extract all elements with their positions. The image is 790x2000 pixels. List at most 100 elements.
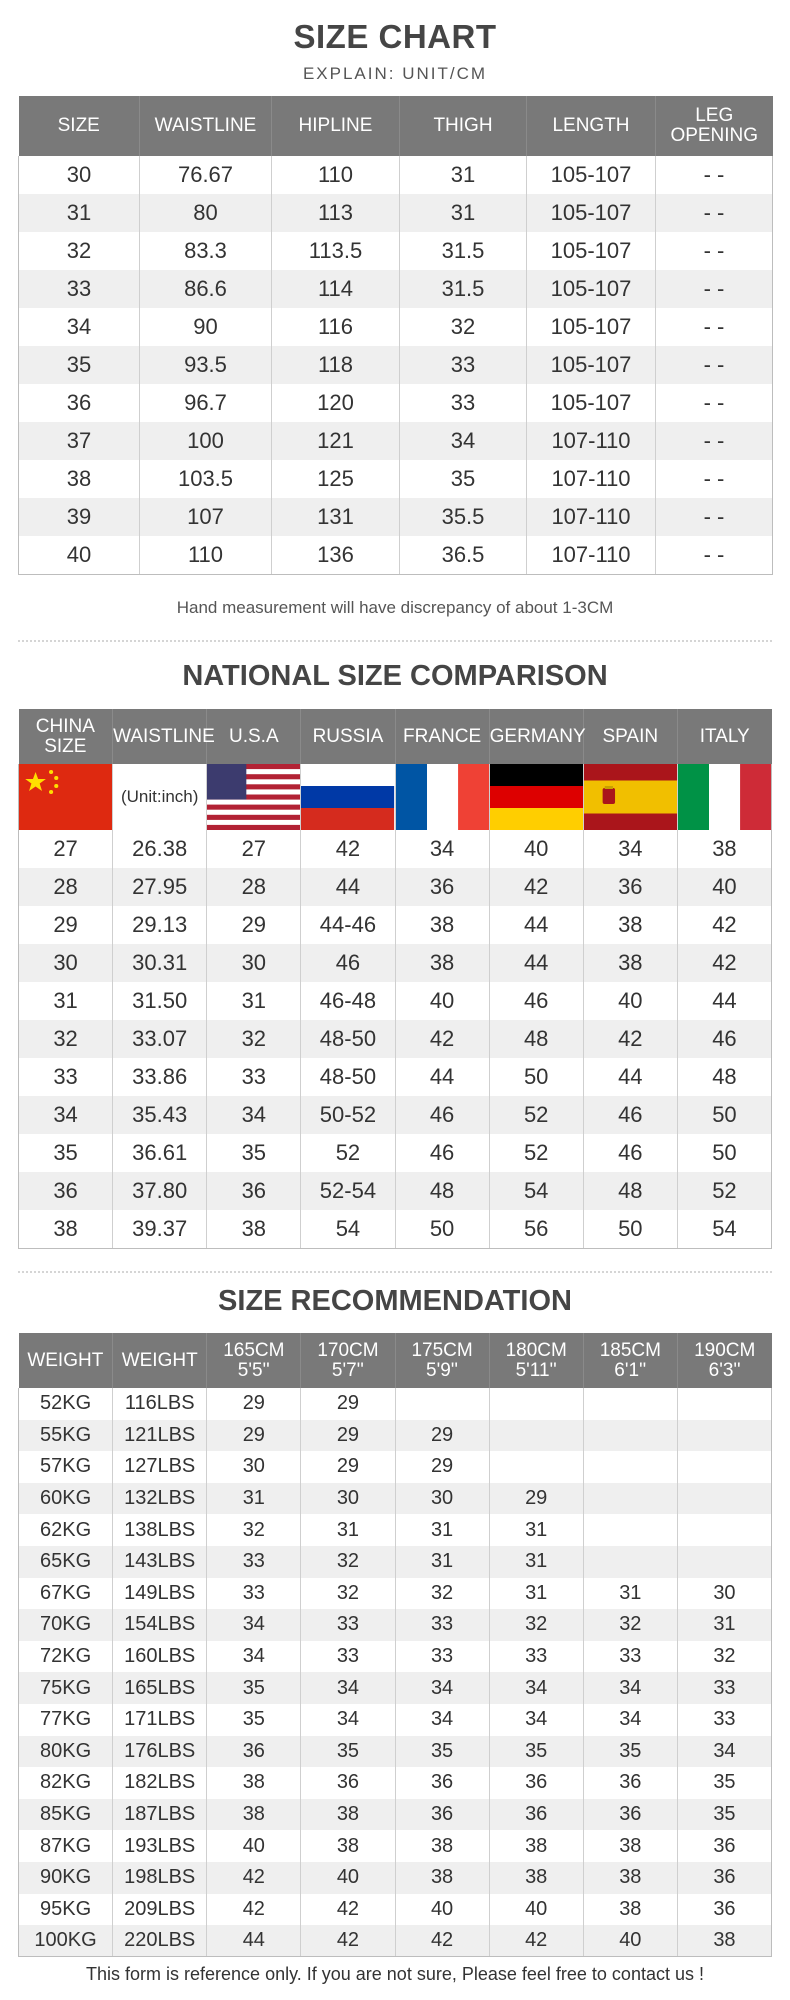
table-cell: 39.37 [112, 1210, 207, 1249]
table-cell: 39 [18, 498, 140, 536]
table-row: 57KG 127LBS 30 29 29 [17, 1451, 773, 1483]
column-header-line: WEIGHT [121, 1349, 198, 1371]
table-cell: 29 [300, 1419, 395, 1452]
france-flag-icon [394, 764, 490, 830]
table-cell: 35 [582, 1735, 678, 1768]
column-header: SPAIN [582, 709, 678, 764]
table-cell: 35 [676, 1798, 773, 1831]
table-cell: 42 [206, 1861, 301, 1894]
table-cell: - - [655, 384, 773, 422]
national-header-row: CHINA SIZE WAISTLINE U.S.A RUSSIA FRANCE GERM… [18, 709, 772, 764]
table-cell: 31 [582, 1577, 678, 1610]
table-cell: 46 [582, 1096, 678, 1134]
table-cell [582, 1419, 678, 1452]
table-cell: 32 [300, 1577, 395, 1610]
table-cell: 28 [17, 868, 113, 906]
table-cell: 31 [394, 1514, 490, 1546]
table-row: 62KG 138LBS 32 31 31 31 [17, 1514, 773, 1546]
table-row: 60KG 132LBS 31 30 30 29 [17, 1482, 773, 1515]
column-header: CHINA SIZE [18, 709, 113, 764]
column-header: 180CM 5'11'' [488, 1333, 584, 1388]
table-cell: 110 [139, 536, 272, 575]
table-cell: 62KG [17, 1514, 113, 1546]
table-cell: 34 [18, 308, 140, 346]
table-cell: 31.50 [112, 982, 207, 1020]
table-cell: 38 [394, 906, 490, 944]
table-cell: 52 [488, 1134, 584, 1172]
table-cell: 35.5 [399, 498, 527, 536]
table-cell: 29 [394, 1419, 490, 1452]
table-cell: 33 [399, 384, 527, 422]
usa-flag-icon [206, 764, 301, 830]
table-cell: 32 [488, 1609, 584, 1641]
table-cell: 31 [18, 194, 140, 232]
table-cell: 36.5 [399, 536, 527, 575]
table-cell: 116 [271, 308, 400, 346]
table-cell: 31 [206, 982, 301, 1020]
table-cell: 90KG [17, 1861, 113, 1894]
table-cell: 107-110 [526, 498, 656, 536]
table-cell: 36 [488, 1798, 584, 1831]
size-chart-title: SIZE CHART [293, 18, 497, 55]
column-header-line: 165CM [223, 1339, 285, 1361]
table-cell: 42 [206, 1893, 301, 1926]
table-row: 30 30.31 30 46 38 44 38 42 [17, 944, 773, 982]
table-cell: 40 [300, 1861, 395, 1894]
table-row: 31 31.50 31 46-48 40 46 40 44 [17, 982, 773, 1020]
table-cell: 42 [582, 1020, 678, 1058]
table-cell: 44 [582, 1058, 678, 1096]
table-cell [488, 1388, 584, 1420]
table-cell: 30 [18, 156, 140, 194]
table-row: 52KG 116LBS 29 29 [17, 1388, 773, 1420]
table-cell: 54 [300, 1210, 395, 1249]
table-row: 100KG 220LBS 44 42 42 42 40 38 [17, 1925, 773, 1958]
table-cell: 50 [676, 1134, 773, 1172]
table-cell: 29 [206, 1419, 301, 1452]
table-cell: 149LBS [112, 1577, 207, 1610]
table-cell: 37 [18, 422, 140, 460]
table-cell: 37.80 [112, 1172, 207, 1210]
table-cell: 52-54 [300, 1172, 395, 1210]
table-cell: 198LBS [112, 1861, 207, 1894]
table-cell: 48 [582, 1172, 678, 1210]
table-row: 30 76.67 110 31 105-107- - [18, 156, 773, 194]
table-cell: - - [655, 156, 773, 194]
table-cell: 48 [488, 1020, 584, 1058]
table-cell: 57KG [17, 1451, 113, 1483]
table-row: 37 100 121 34 107-110- - [18, 422, 773, 460]
column-header: GERMANY [488, 709, 586, 764]
china-flag-icon [17, 764, 113, 830]
recommendation-header-row: WEIGHT WEIGHT 165CM 5'5'' 170CM 5'7'' 175CM 5'9… [18, 1333, 772, 1388]
table-cell: 48 [394, 1172, 490, 1210]
table-cell: 27 [17, 830, 113, 868]
table-cell: 136 [271, 536, 400, 575]
table-cell: 103.5 [139, 460, 272, 498]
table-row: 82KG 182LBS 38 36 36 36 36 35 [17, 1767, 773, 1799]
column-header: 185CM 6'1'' [582, 1333, 678, 1388]
column-header-line: 5'9'' [426, 1359, 459, 1381]
table-cell: 29 [300, 1388, 395, 1420]
table-cell: 75KG [17, 1672, 113, 1704]
table-row: 34 35.43 34 50-52 46 52 46 50 [17, 1096, 773, 1134]
column-header: U.S.A [206, 709, 301, 764]
table-cell: 220LBS [112, 1925, 207, 1958]
table-cell: 36 [394, 1767, 490, 1799]
table-cell: 93.5 [139, 346, 272, 384]
table-cell: 31 [488, 1545, 584, 1578]
table-row: 35 93.5 118 33 105-107- - [18, 346, 773, 384]
table-cell: 131 [271, 498, 400, 536]
table-cell: 33.86 [112, 1058, 207, 1096]
column-header-line: 6'1'' [614, 1359, 647, 1381]
column-header: WEIGHT [112, 1333, 207, 1388]
table-cell: - - [655, 536, 773, 575]
table-cell: 72KG [17, 1640, 113, 1673]
table-cell: 121 [271, 422, 400, 460]
table-row: 55KG 121LBS 29 29 29 [17, 1419, 773, 1452]
table-cell: 46 [488, 982, 584, 1020]
table-cell [488, 1419, 584, 1452]
table-cell: 44 [206, 1925, 301, 1958]
column-header: 170CM 5'7'' [300, 1333, 395, 1388]
table-cell: 52 [300, 1134, 395, 1172]
table-row: 72KG 160LBS 34 33 33 33 33 32 [17, 1640, 773, 1673]
table-cell: 34 [399, 422, 527, 460]
